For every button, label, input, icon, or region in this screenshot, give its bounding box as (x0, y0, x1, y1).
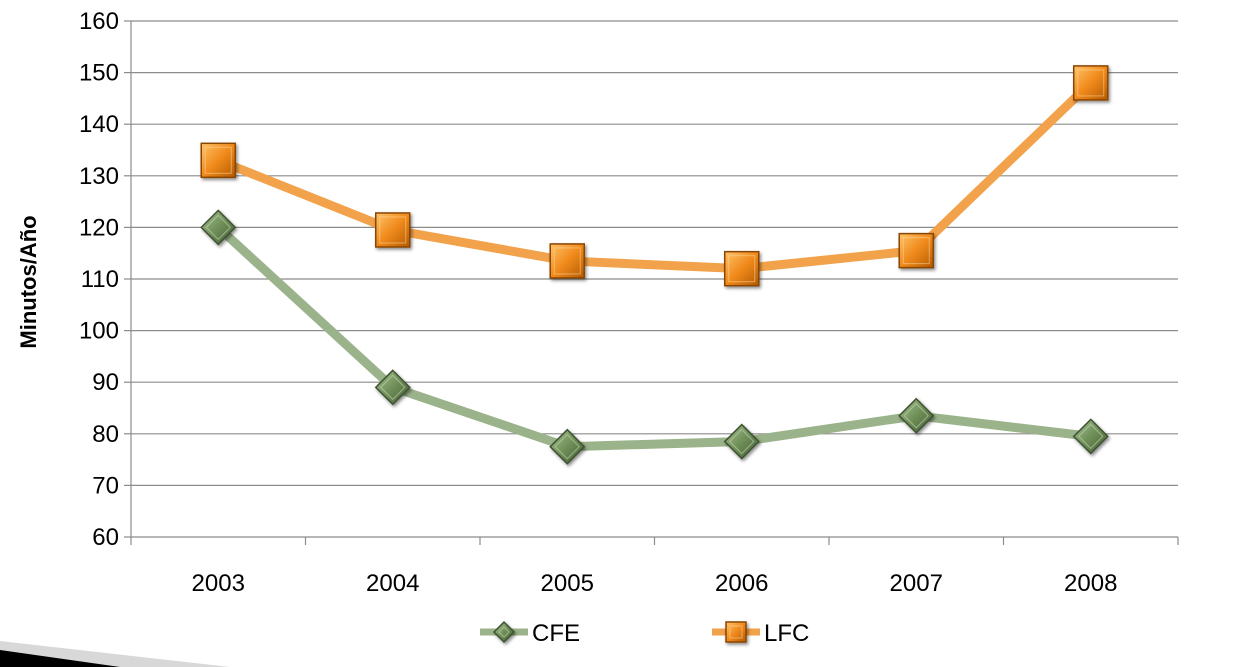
y-tick-label: 150 (79, 60, 119, 87)
series-line-cfe (213, 222, 1096, 452)
y-tick-label: 130 (79, 163, 119, 190)
data-point-cfe (200, 209, 237, 246)
data-point-cfe (549, 428, 586, 465)
y-tick-label: 140 (79, 111, 119, 138)
y-tick-label: 80 (92, 421, 119, 448)
y-tick-label: 160 (79, 8, 119, 35)
y-tick-label: 70 (92, 472, 119, 499)
data-point-lfc (375, 212, 411, 248)
data-point-lfc (898, 232, 934, 269)
data-point-lfc (724, 250, 760, 287)
data-point-lfc (549, 243, 585, 279)
series-line-lfc (213, 78, 1096, 274)
x-tick-label: 2008 (1064, 570, 1117, 597)
legend-label: LFC (764, 620, 809, 647)
legend-item-cfe: CFE (480, 620, 580, 647)
y-tick-labels: 60 70 80 90 100 110 120 130 140 150 160 (79, 8, 119, 551)
series-cfe (200, 209, 1109, 465)
data-point-cfe (723, 423, 760, 460)
legend-label: CFE (532, 620, 580, 647)
x-tick-label: 2005 (541, 570, 594, 597)
data-point-cfe (1072, 418, 1109, 455)
gridlines (131, 20, 1178, 486)
x-tick-label: 2006 (715, 570, 768, 597)
legend-swatch-marker (725, 621, 747, 643)
slide-accent (0, 641, 230, 667)
legend-item-lfc: LFC (712, 620, 809, 647)
x-tick-label: 2004 (366, 570, 419, 597)
x-tick-label: 2003 (192, 570, 245, 597)
x-tick-label: 2007 (890, 570, 943, 597)
y-axis-title: Minutos/Año (16, 215, 41, 348)
data-point-cfe (898, 397, 935, 434)
y-tick-label: 100 (79, 318, 119, 345)
data-point-cfe (374, 369, 411, 406)
y-tick-label: 90 (92, 369, 119, 396)
x-tick-labels: 2003 2004 2005 2006 2007 2008 (192, 570, 1118, 597)
legend: CFE LFC (480, 620, 809, 647)
axes (124, 20, 1179, 545)
series (200, 65, 1109, 465)
series-lfc (200, 65, 1109, 287)
data-point-lfc (200, 142, 236, 179)
data-point-lfc (1073, 65, 1109, 101)
y-tick-label: 120 (79, 214, 119, 241)
y-tick-label: 60 (92, 524, 119, 551)
y-tick-label: 110 (81, 266, 119, 293)
legend-swatch-marker (492, 620, 516, 644)
